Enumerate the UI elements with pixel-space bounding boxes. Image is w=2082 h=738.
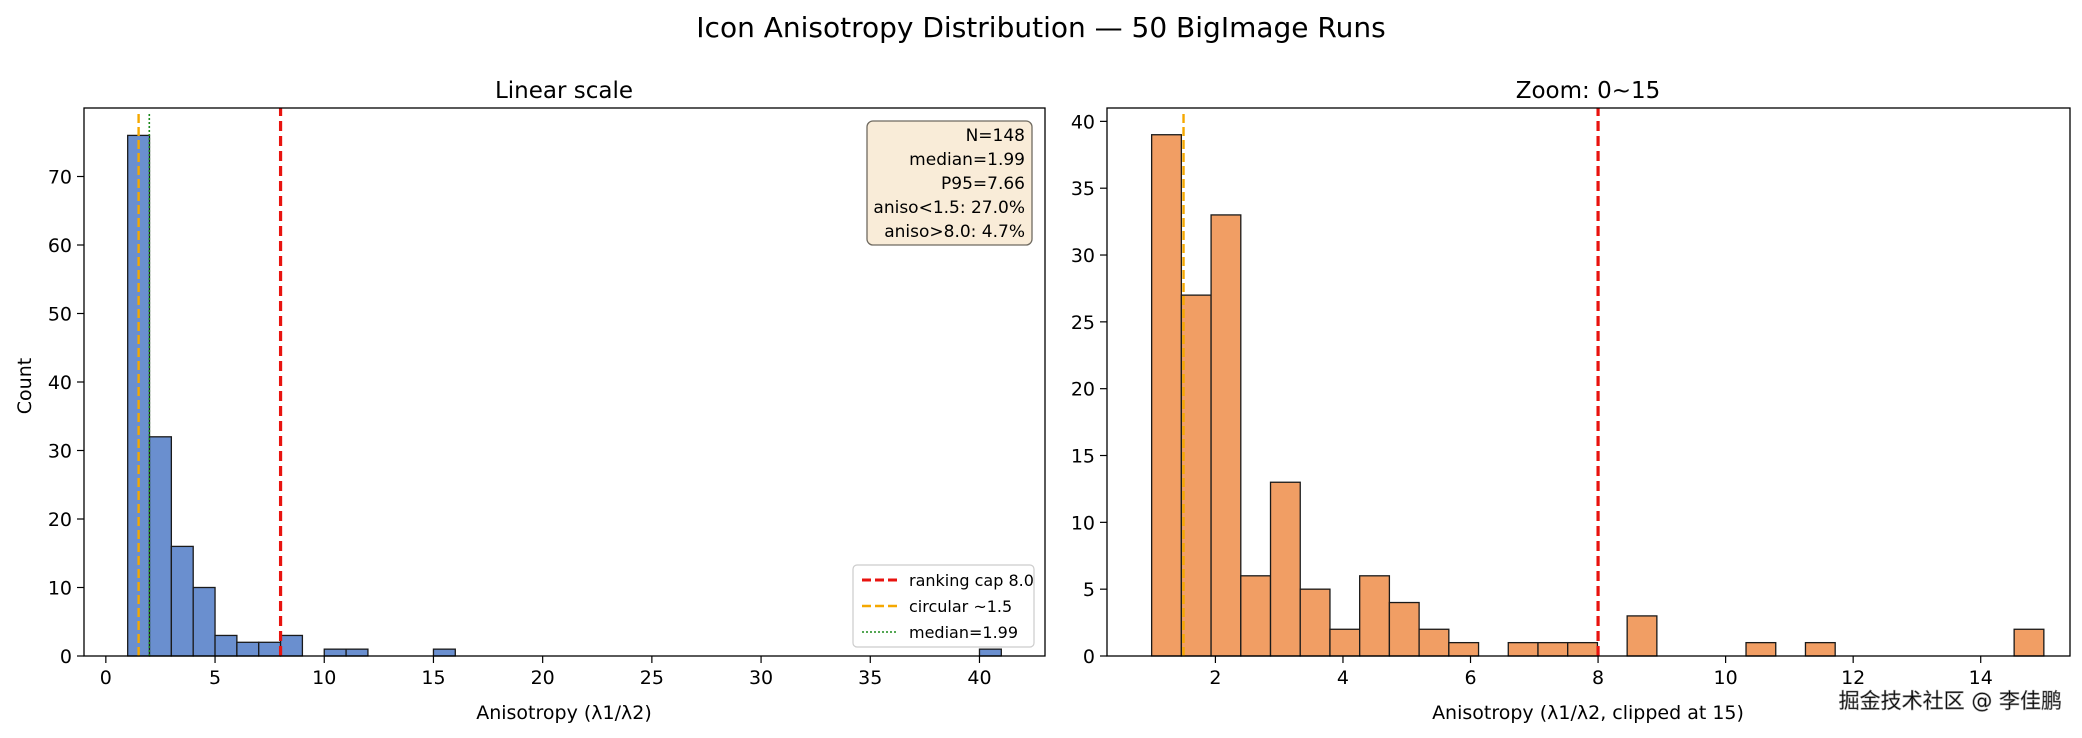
right-x-tick-label-4: 10	[1714, 667, 1738, 689]
right-bar-13	[1567, 641, 1599, 657]
right-y-tick-label-2: 10	[1071, 512, 1095, 534]
right-bar-16	[1804, 641, 1836, 657]
left-chart-title: Linear scale	[495, 78, 633, 104]
right-bar-5	[1299, 588, 1331, 657]
left-x-tick-label-2: 10	[312, 667, 336, 689]
legend-label-ranking-cap: ranking cap 8.0	[909, 571, 1034, 590]
figure-title: Icon Anisotropy Distribution — 50 BigIma…	[696, 11, 1385, 44]
right-chart: Zoom: 0~15 Anisotropy (λ1/λ2, clipped at…	[1071, 78, 2071, 724]
right-bar-8	[1388, 601, 1420, 657]
watermark: 掘金技术社区 @ 李佳鹏	[1839, 689, 2062, 713]
right-bar-7	[1359, 575, 1391, 657]
right-x-tick-label-6: 14	[1969, 667, 1993, 689]
right-x-axis-label: Anisotropy (λ1/λ2, clipped at 15)	[1432, 702, 1744, 724]
legend-label-circular: circular ~1.5	[909, 597, 1012, 616]
right-bar-2	[1210, 214, 1242, 657]
left-y-tick-label-4: 40	[48, 372, 72, 394]
right-y-tick-label-3: 15	[1071, 446, 1095, 468]
left-chart: Linear scale Anisotropy (λ1/λ2) Count 0 5…	[14, 78, 1046, 724]
right-bar-3	[1240, 575, 1272, 657]
left-x-tick-label-3: 15	[421, 667, 445, 689]
right-bar-6	[1329, 628, 1361, 657]
right-bar-0	[1150, 134, 1183, 657]
left-y-tick-label-0: 0	[60, 646, 72, 668]
right-bar-15	[1745, 641, 1777, 657]
legend-label-median: median=1.99	[909, 623, 1018, 642]
left-bar-7	[279, 634, 304, 657]
right-y-tick-label-6: 30	[1071, 245, 1095, 267]
right-bar-1	[1180, 294, 1212, 657]
left-bar-8	[323, 648, 347, 657]
right-y-tick-label-1: 5	[1083, 579, 1095, 601]
left-x-tick-label-0: 0	[100, 667, 112, 689]
left-y-tick-label-3: 30	[48, 441, 72, 463]
left-x-tick-label-4: 20	[531, 667, 555, 689]
right-x-tick-label-1: 4	[1337, 667, 1349, 689]
left-bar-4	[214, 634, 238, 657]
right-x-tick-label-2: 6	[1464, 667, 1476, 689]
right-y-tick-label-7: 35	[1071, 178, 1095, 200]
right-bar-17	[2013, 628, 2045, 657]
left-bar-3	[192, 586, 216, 657]
left-y-axis-label: Count	[14, 358, 36, 414]
left-x-tick-label-5: 25	[640, 667, 664, 689]
left-bar-9	[345, 648, 369, 657]
right-chart-title: Zoom: 0~15	[1516, 78, 1661, 104]
left-bar-11	[978, 648, 1002, 657]
left-y-tick-label-7: 70	[48, 167, 72, 189]
right-y-tick-label-8: 40	[1071, 111, 1095, 133]
right-y-tick-label-5: 25	[1071, 312, 1095, 334]
left-y-tick-label-5: 50	[48, 304, 72, 326]
stats-p95: P95=7.66	[941, 174, 1025, 194]
right-bar-14	[1626, 615, 1658, 657]
right-bar-4	[1269, 481, 1301, 657]
left-bar-6	[258, 641, 282, 657]
left-plot-frame	[83, 107, 1046, 657]
left-bar-10	[432, 648, 456, 657]
stats-n: N=148	[966, 126, 1025, 146]
left-x-tick-label-7: 35	[858, 667, 882, 689]
right-y-tick-label-0: 0	[1083, 646, 1095, 668]
right-bar-9	[1418, 628, 1450, 657]
left-bar-1	[148, 436, 173, 657]
right-x-tick-label-3: 8	[1592, 667, 1604, 689]
right-plot-frame	[1106, 107, 2071, 657]
left-y-tick-label-6: 60	[48, 235, 72, 257]
left-x-tick-label-8: 40	[967, 667, 991, 689]
left-y-tick-label-2: 20	[48, 509, 72, 531]
right-x-tick-label-5: 12	[1841, 667, 1865, 689]
right-y-tick-label-4: 20	[1071, 379, 1095, 401]
right-x-tick-label-0: 2	[1209, 667, 1221, 689]
right-bar-10	[1448, 641, 1480, 657]
right-bar-11	[1507, 641, 1539, 657]
left-x-axis-label: Anisotropy (λ1/λ2)	[476, 702, 652, 724]
stats-aniso-high: aniso>8.0: 4.7%	[884, 222, 1025, 242]
left-y-tick-label-1: 10	[48, 578, 72, 600]
left-bar-2	[170, 545, 194, 657]
stats-box: N=148 median=1.99 P95=7.66 aniso<1.5: 27…	[866, 120, 1033, 246]
stats-median: median=1.99	[909, 150, 1025, 170]
left-bar-5	[236, 641, 260, 657]
left-x-tick-label-6: 30	[749, 667, 773, 689]
right-bar-12	[1537, 641, 1569, 657]
left-x-tick-label-1: 5	[209, 667, 221, 689]
stats-aniso-low: aniso<1.5: 27.0%	[873, 198, 1025, 218]
legend: ranking cap 8.0 circular ~1.5 median=1.9…	[852, 564, 1035, 648]
